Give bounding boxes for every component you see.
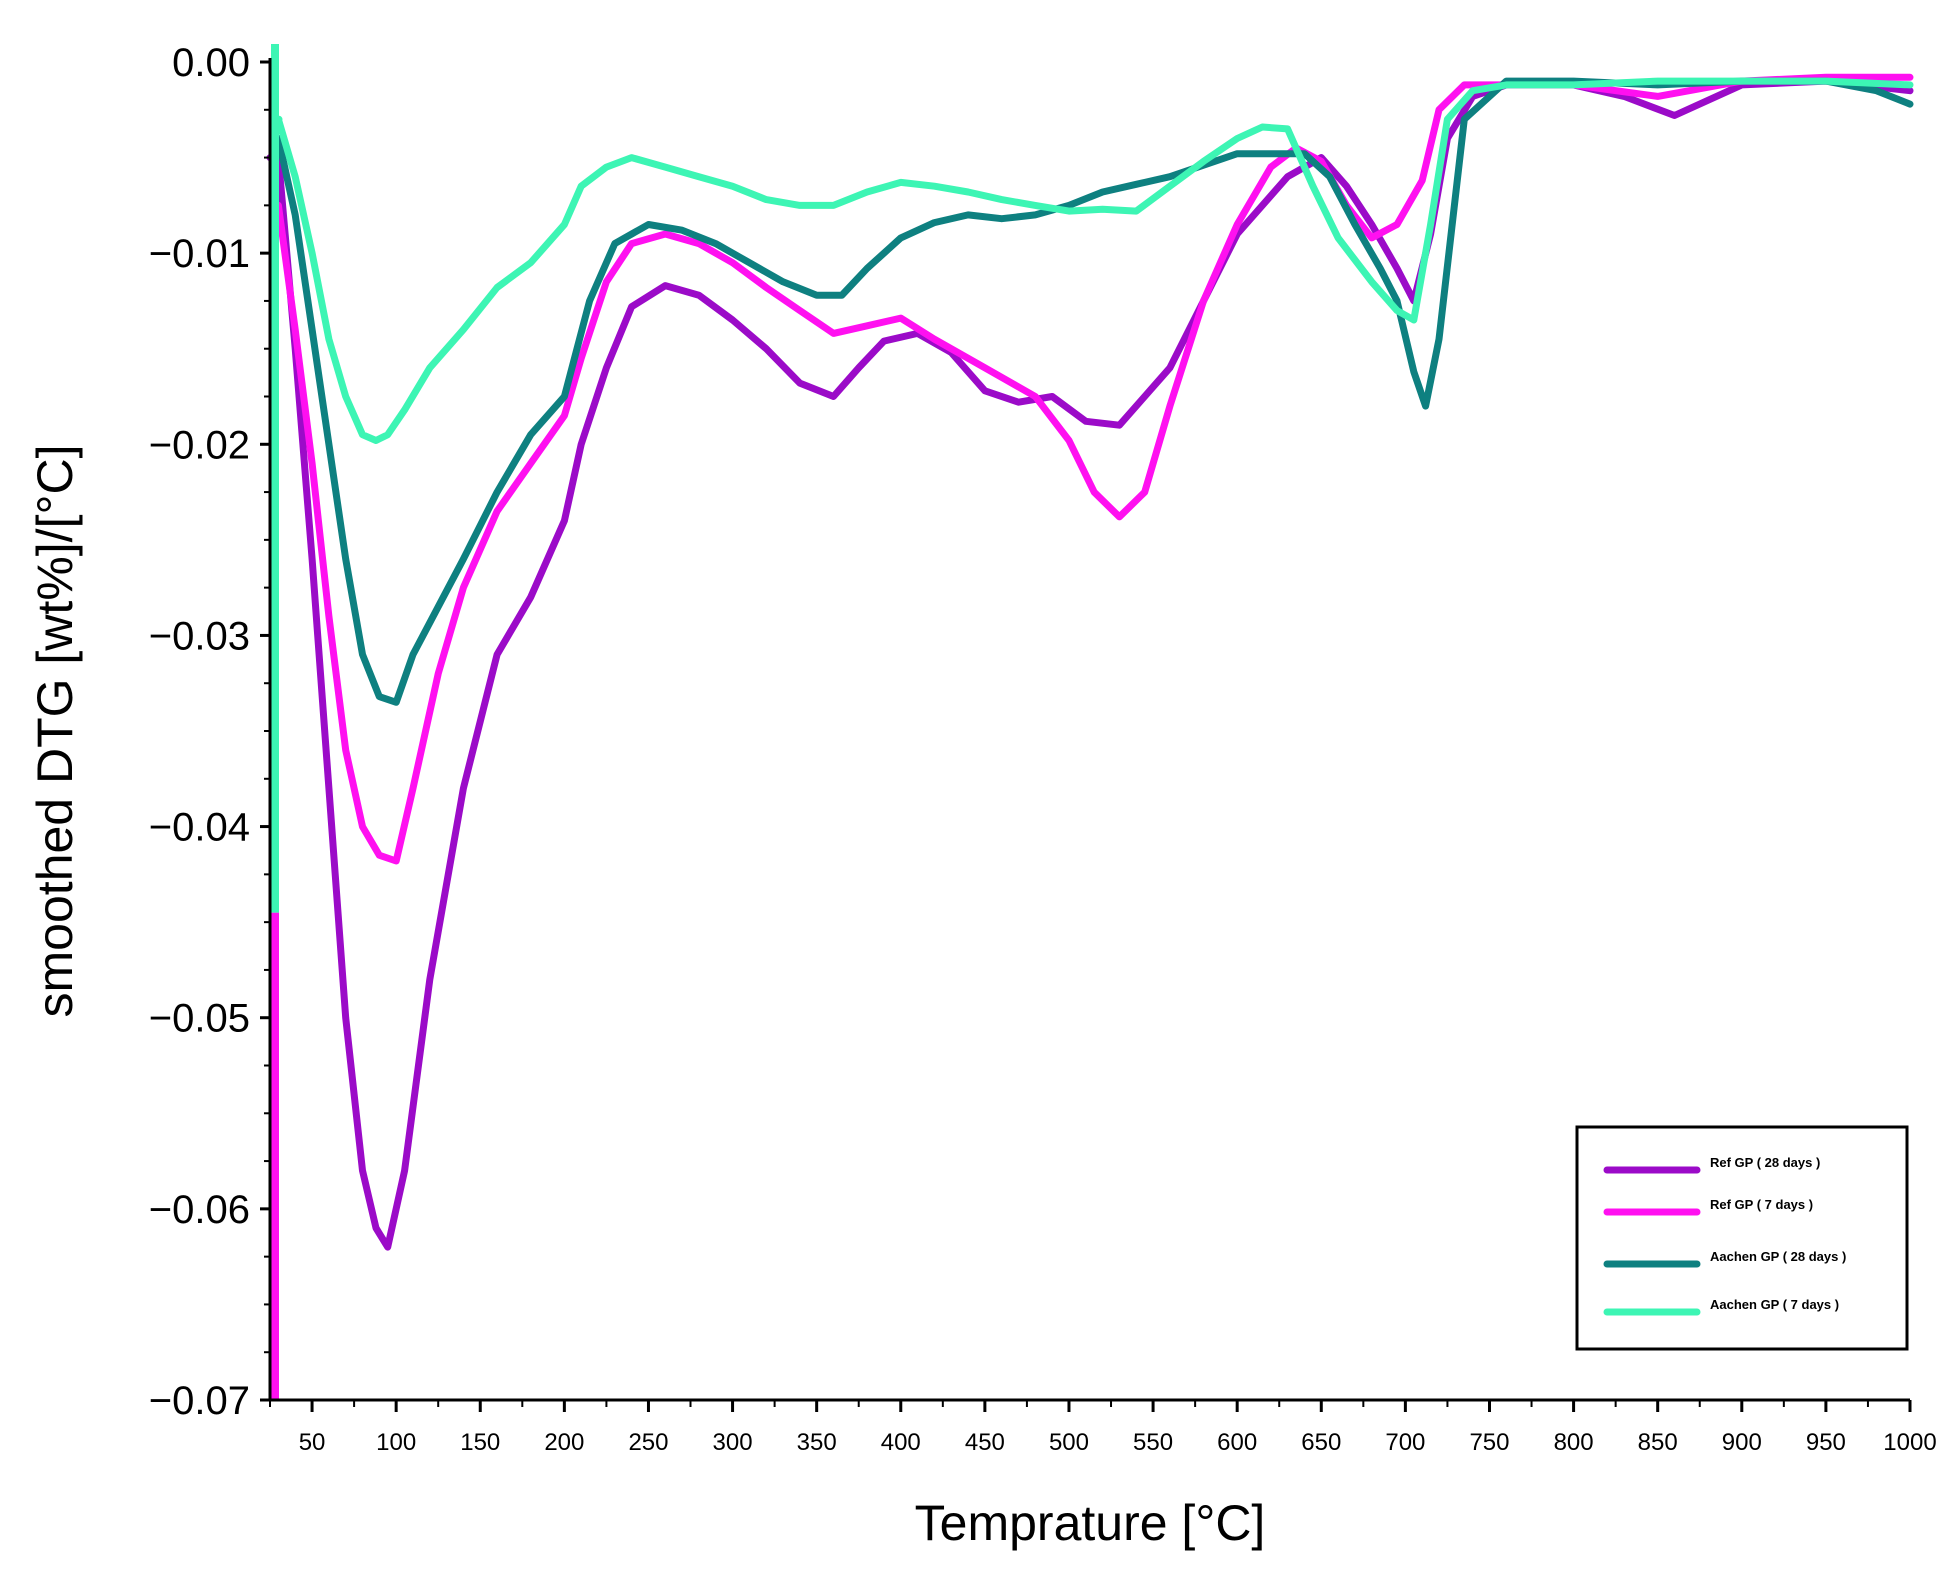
- x-tick-label: 600: [1217, 1429, 1257, 1456]
- x-axis-ticks: 50 100 150 200 250 300 350 400 450 500 550 600 650 70…: [269, 1400, 1937, 1456]
- x-tick-label: 100: [376, 1429, 416, 1456]
- x-tick-label: 350: [797, 1429, 837, 1456]
- x-tick-label: 300: [713, 1429, 753, 1456]
- x-tick-label: 200: [544, 1429, 584, 1456]
- series-line: [274, 77, 1914, 444]
- y-axis-ticks: 0.00 −0.01 −0.02 −0.03 −0.04 −0.05 −0.06 −0.07: [149, 41, 270, 1423]
- x-tick-label: 450: [965, 1429, 1005, 1456]
- axes: 0.00−0.01−0.02−0.03−0.04−0.05−0.06−0.07 …: [149, 41, 1937, 1456]
- y-tick-label: −0.03: [149, 614, 250, 658]
- x-tick-label: 850: [1638, 1429, 1678, 1456]
- x-tick-label: 700: [1385, 1429, 1425, 1456]
- x-tick-label: 500: [1049, 1429, 1089, 1456]
- series-lines: [266, 44, 1914, 1400]
- y-tick-label: −0.02: [149, 423, 250, 467]
- x-tick-label: 150: [460, 1429, 500, 1456]
- x-tick-label: 900: [1722, 1429, 1762, 1456]
- y-axis-title: smoothed DTG [wt%]/[°C]: [27, 445, 83, 1018]
- y-tick-label: −0.06: [149, 1188, 250, 1232]
- x-tick-label: 550: [1133, 1429, 1173, 1456]
- x-tick-label: 1000: [1883, 1429, 1936, 1456]
- y-tick-label: −0.01: [149, 232, 250, 276]
- y-tick-label: 0.00: [172, 41, 250, 85]
- series-line: [273, 73, 1914, 865]
- x-tick-label: 800: [1554, 1429, 1594, 1456]
- x-tick-label: 650: [1301, 1429, 1341, 1456]
- legend-label: Aachen GP ( 28 days ): [1710, 1249, 1846, 1264]
- legend-label: Ref GP ( 7 days ): [1710, 1197, 1813, 1212]
- series-line: [266, 77, 1914, 1251]
- x-tick-label: 950: [1806, 1429, 1846, 1456]
- x-tick-label: 750: [1469, 1429, 1509, 1456]
- legend: Ref GP ( 28 days ) Ref GP ( 7 days ) Aache…: [1575, 1125, 1909, 1351]
- series-line: [269, 77, 1914, 706]
- legend-label: Aachen GP ( 7 days ): [1710, 1297, 1839, 1312]
- y-tick-label: −0.05: [149, 997, 250, 1041]
- x-tick-label: 50: [299, 1429, 326, 1456]
- y-tick-label: −0.07: [149, 1379, 250, 1423]
- x-axis-title: Temprature [°C]: [915, 1495, 1266, 1551]
- legend-label: Ref GP ( 28 days ): [1710, 1155, 1820, 1170]
- x-tick-label: 400: [881, 1429, 921, 1456]
- y-tick-label: −0.04: [149, 806, 250, 850]
- x-tick-label: 250: [628, 1429, 668, 1456]
